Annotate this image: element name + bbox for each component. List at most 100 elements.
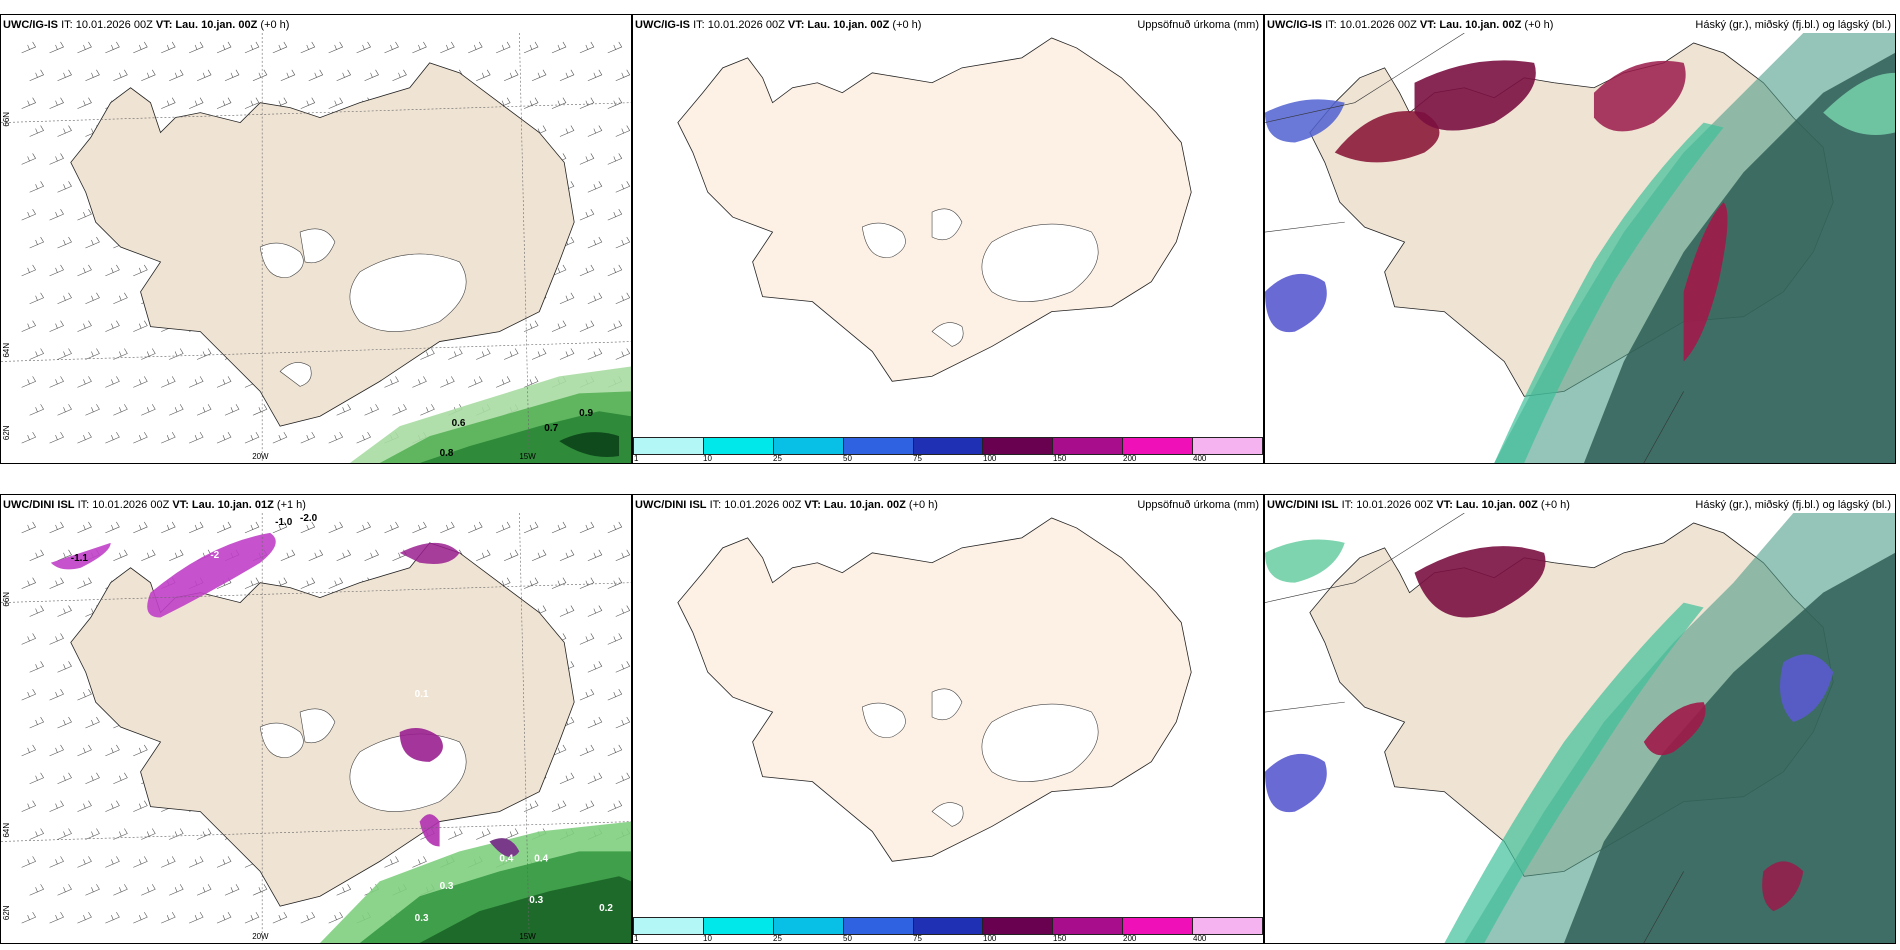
wind-barb bbox=[523, 41, 539, 54]
lat-label: 64N bbox=[2, 823, 11, 838]
wind-barb bbox=[551, 521, 567, 534]
wind-barb bbox=[188, 376, 204, 388]
panel-variable-title: Uppsöfnuð úrkoma (mm) bbox=[1137, 19, 1259, 31]
colorbar-tick: 50 bbox=[843, 454, 852, 463]
wind-barb bbox=[559, 125, 575, 137]
wind-barb bbox=[579, 153, 595, 165]
panel-accum-precip-igis: UWC/IG-IS IT: 10.01.2026 00Z VT: Lau. 10… bbox=[632, 14, 1264, 464]
wind-barb bbox=[188, 41, 204, 54]
colorbar-segment bbox=[842, 917, 913, 935]
map-area[interactable] bbox=[1265, 513, 1895, 943]
valid-time: VT: Lau. 10.jan. 01Z bbox=[172, 499, 274, 511]
wind-barb bbox=[216, 911, 232, 924]
panel-wind-precip-igis: UWC/IG-IS IT: 10.01.2026 00Z VT: Lau. 10… bbox=[0, 14, 632, 464]
map-area[interactable] bbox=[633, 33, 1263, 435]
wind-barb bbox=[300, 911, 316, 924]
colorbar-segment bbox=[1122, 437, 1193, 455]
wind-barb bbox=[615, 125, 631, 137]
forecast-step: (+0 h) bbox=[908, 499, 938, 511]
wind-barb bbox=[216, 521, 232, 534]
forecast-step: (+0 h) bbox=[892, 19, 922, 31]
wind-barb bbox=[29, 236, 45, 249]
wind-barb bbox=[49, 856, 64, 868]
wind-barb bbox=[141, 69, 156, 82]
iceland-landmass bbox=[677, 517, 1192, 862]
wind-barb bbox=[579, 689, 595, 701]
colorbar-tick: 1 bbox=[634, 454, 639, 463]
wind-barb bbox=[113, 828, 128, 840]
region-borders bbox=[1265, 33, 1684, 463]
wind-barb bbox=[105, 431, 120, 444]
colorbar-tick: 100 bbox=[983, 934, 997, 943]
wind-barb bbox=[328, 577, 344, 589]
wind-barb bbox=[384, 856, 399, 868]
wind-barb bbox=[49, 97, 64, 109]
colorbar-segment bbox=[1052, 437, 1123, 455]
wind-barb bbox=[113, 884, 128, 896]
wind-barb bbox=[551, 744, 567, 757]
wind-barb bbox=[587, 292, 603, 305]
precip-green-field bbox=[319, 821, 631, 943]
wind-barb bbox=[57, 772, 72, 785]
wind-barb bbox=[49, 153, 64, 165]
wind-barb bbox=[21, 744, 37, 757]
wind-barb bbox=[57, 125, 72, 137]
wind-barb bbox=[420, 348, 435, 360]
colorbar-segment bbox=[772, 437, 843, 455]
forecast-step: (+0 h) bbox=[260, 19, 290, 31]
value-label: 0.2 bbox=[599, 903, 613, 914]
map-area[interactable]: 0.6 0.7 0.9 0.8 66N 64N 62N 20W 15W bbox=[1, 33, 631, 463]
wind-barb bbox=[49, 911, 64, 924]
wind-barb bbox=[476, 348, 491, 360]
wind-barb bbox=[169, 884, 184, 896]
map-area[interactable]: -1.0 -2.0 -1.1 -2 0.1 0.4 0.4 0.3 0.3 0.… bbox=[1, 513, 631, 943]
colorbar-tick: 400 bbox=[1193, 454, 1207, 463]
wind-barb bbox=[412, 376, 427, 388]
wind-barb bbox=[587, 661, 603, 673]
valid-time: VT: Lau. 10.jan. 00Z bbox=[1419, 19, 1522, 31]
wind-barb bbox=[356, 41, 371, 54]
wind-barb bbox=[551, 97, 567, 109]
cloud-layers bbox=[1265, 513, 1895, 943]
wind-barb bbox=[300, 521, 316, 534]
lon-label: 20W bbox=[252, 932, 269, 941]
wind-barb bbox=[496, 41, 511, 54]
wind-barb bbox=[328, 911, 344, 924]
value-label: -2.0 bbox=[300, 513, 318, 524]
wind-barb bbox=[105, 264, 120, 277]
colorbar-tick: 10 bbox=[703, 454, 712, 463]
wind-barb bbox=[77, 800, 92, 812]
wind-barb bbox=[579, 633, 595, 645]
wind-barb bbox=[579, 800, 595, 812]
wind-barb bbox=[85, 348, 100, 360]
wind-barb bbox=[29, 605, 45, 617]
lon-label: 15W bbox=[519, 932, 536, 941]
wind-barb bbox=[615, 772, 631, 785]
wind-barb bbox=[384, 521, 399, 534]
wind-barb bbox=[216, 97, 232, 109]
wind-barb bbox=[607, 41, 623, 54]
wind-barb bbox=[113, 69, 128, 82]
wind-barb bbox=[105, 376, 120, 388]
lat-label: 66N bbox=[2, 592, 11, 607]
wind-barb bbox=[384, 41, 399, 54]
wind-barb bbox=[133, 521, 148, 534]
wind-barb bbox=[523, 320, 539, 332]
wind-barb bbox=[105, 41, 120, 54]
wind-barb bbox=[85, 236, 100, 249]
value-label: 0.1 bbox=[415, 689, 429, 700]
wind-barb bbox=[328, 431, 344, 444]
wind-barb bbox=[21, 911, 37, 924]
wind-barb bbox=[272, 431, 288, 444]
wind-barb bbox=[21, 856, 37, 868]
wind-barb bbox=[21, 689, 37, 701]
wind-barb bbox=[559, 605, 575, 617]
wind-barb bbox=[244, 911, 260, 924]
map-area[interactable] bbox=[1265, 33, 1895, 463]
colorbar-segment bbox=[1122, 917, 1193, 935]
wind-barb bbox=[57, 605, 72, 617]
map-area[interactable] bbox=[633, 513, 1263, 915]
wind-barb bbox=[412, 41, 427, 54]
colorbar-tick: 75 bbox=[913, 454, 922, 463]
wind-barb bbox=[29, 716, 45, 729]
